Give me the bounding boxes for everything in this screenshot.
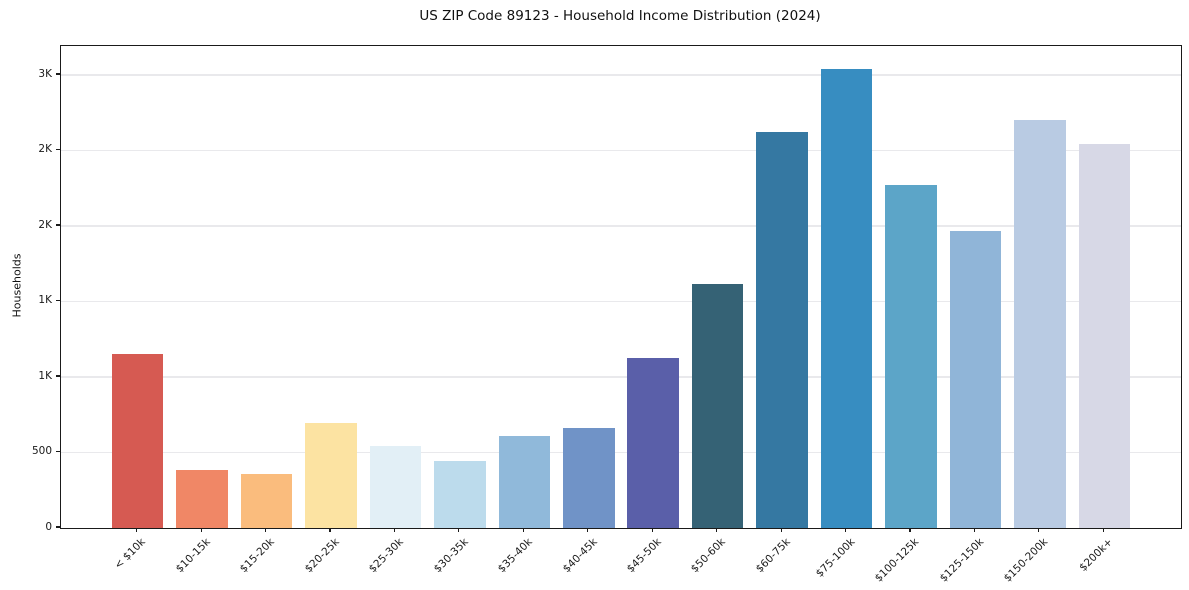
x-tick-mark [393, 528, 396, 532]
y-tick-mark [56, 450, 60, 453]
gridline [61, 376, 1181, 378]
bar [885, 185, 937, 528]
x-tick-mark [1102, 528, 1104, 532]
plot-area [60, 45, 1182, 529]
x-tick-mark [1038, 528, 1040, 532]
x-tick-label: $30-35k [431, 536, 471, 576]
x-tick-mark [780, 528, 782, 532]
bar [434, 460, 486, 528]
bar [1014, 120, 1066, 528]
x-tick-mark [587, 528, 589, 532]
x-tick-mark [522, 528, 524, 532]
x-tick-mark [264, 528, 267, 532]
bar [627, 358, 679, 528]
x-tick-label: $40-45k [560, 536, 600, 576]
gridline [61, 74, 1181, 76]
x-tick-label: $150-200k [1001, 536, 1051, 585]
gridline [61, 149, 1181, 152]
gridline [61, 451, 1181, 454]
x-tick-mark [329, 528, 331, 532]
x-tick-label: $125-150k [937, 536, 986, 585]
y-tick-label: 2K [38, 143, 52, 156]
x-tick-label: $75-100k [813, 536, 858, 580]
x-tick-mark [651, 528, 653, 532]
x-axis-labels: < $10k $10-15k $15-20k $20-25k $25-30k $30-35… [60, 534, 1180, 590]
bar [691, 284, 744, 528]
y-tick-mark [56, 73, 60, 75]
x-tick-label: $50-60k [689, 536, 729, 576]
x-tick-label: $35-40k [495, 536, 535, 576]
y-tick-mark [56, 299, 60, 302]
y-tick-mark [56, 148, 60, 151]
y-axis-label: Households [10, 253, 24, 318]
x-tick-label: $60-75k [753, 536, 793, 576]
y-tick-label: 1K [38, 294, 52, 307]
bar [111, 354, 164, 528]
bar [563, 427, 615, 528]
x-tick-mark [458, 528, 460, 532]
x-tick-label: $45-50k [624, 536, 664, 576]
y-tick-label: 500 [31, 445, 52, 458]
y-tick-label: 2K [38, 218, 52, 231]
x-tick-label: $100-125k [872, 536, 922, 585]
bar [305, 423, 357, 528]
y-tick-label: 0 [45, 521, 52, 533]
y-tick-mark [56, 224, 60, 226]
x-tick-mark [973, 528, 976, 532]
x-tick-label: $10-15k [173, 536, 213, 576]
x-tick-mark [716, 528, 718, 532]
x-tick-mark [909, 528, 911, 532]
bar [176, 469, 228, 528]
x-tick-mark [136, 528, 138, 532]
bar [820, 68, 873, 528]
chart-title: US ZIP Code 89123 - Household Income Dis… [419, 8, 821, 24]
bar [756, 132, 808, 528]
bar [240, 473, 293, 528]
x-tick-label: $25-30k [366, 536, 406, 576]
bar [1078, 144, 1131, 528]
x-tick-label: $15-20k [237, 536, 278, 576]
bar [498, 435, 551, 528]
x-tick-mark [200, 528, 202, 532]
y-tick-mark [56, 526, 60, 528]
y-tick-mark [56, 375, 60, 377]
x-tick-label: < $10k [112, 536, 149, 572]
bar [949, 230, 1002, 528]
gridline [61, 300, 1181, 303]
x-tick-label: $200k+ [1076, 536, 1115, 574]
y-tick-label: 3K [38, 67, 52, 80]
gridline [61, 225, 1181, 227]
y-tick-label: 1K [38, 369, 52, 382]
x-tick-mark [844, 528, 847, 532]
x-tick-label: $20-25k [302, 536, 342, 576]
bar [369, 446, 422, 528]
